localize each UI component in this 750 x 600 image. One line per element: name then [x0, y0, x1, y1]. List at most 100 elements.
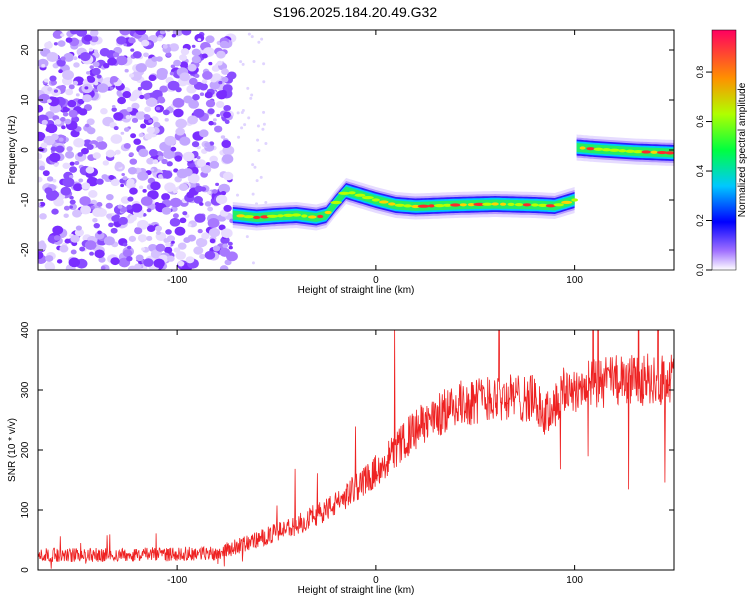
noise-blob	[51, 208, 59, 215]
noise-blob	[65, 151, 75, 159]
noise-blob	[194, 185, 203, 193]
noise-blob	[156, 56, 163, 62]
noise-blob	[166, 161, 173, 167]
noise-blob	[96, 74, 102, 79]
noise-blob	[90, 205, 95, 210]
noise-blob	[207, 206, 214, 212]
y-tick-label: 10	[20, 94, 31, 106]
y-tick-label: 400	[20, 321, 31, 338]
colorbar-tick-label: 0.6	[695, 115, 705, 128]
noise-blob	[220, 228, 233, 239]
noise-blob	[53, 42, 58, 46]
noise-blob	[161, 158, 168, 165]
noise-blob	[179, 54, 187, 61]
noise-blob	[226, 251, 238, 262]
noise-speck	[251, 192, 255, 196]
noise-blob	[162, 109, 170, 116]
noise-blob	[143, 52, 149, 58]
noise-blob	[145, 97, 158, 108]
noise-blob	[75, 93, 80, 97]
noise-blob	[93, 81, 99, 86]
noise-blob	[62, 107, 67, 112]
noise-blob	[142, 189, 147, 193]
noise-blob	[111, 107, 117, 112]
noise-blob	[165, 242, 171, 248]
noise-blob	[93, 222, 100, 229]
noise-blob	[148, 149, 158, 157]
noise-blob	[216, 60, 223, 66]
noise-blob	[88, 190, 98, 198]
signal-hotspot	[625, 149, 636, 153]
noise-blob	[39, 165, 45, 171]
signal-hotspot	[608, 148, 621, 152]
noise-blob	[127, 166, 137, 175]
noise-blob	[180, 48, 190, 56]
noise-blob	[174, 155, 183, 162]
noise-blob	[57, 40, 66, 47]
signal-hotspot	[650, 150, 658, 154]
noise-blob	[43, 78, 49, 83]
noise-speck	[256, 138, 260, 142]
noise-blob	[74, 160, 80, 166]
noise-blob	[67, 99, 77, 108]
noise-blob	[39, 201, 46, 207]
noise-blob	[162, 44, 168, 49]
noise-blob	[62, 162, 71, 169]
noise-blob	[129, 215, 137, 222]
noise-speck	[257, 40, 261, 44]
noise-blob	[140, 196, 153, 207]
signal-hotspot	[657, 150, 668, 155]
noise-blob	[227, 71, 237, 80]
noise-blob	[70, 249, 77, 255]
noise-blob	[56, 259, 63, 264]
signal-hotspot	[348, 191, 356, 195]
noise-blob	[47, 96, 60, 107]
noise-speck	[247, 116, 251, 120]
noise-blob	[121, 173, 125, 177]
y-tick-label: 100	[20, 501, 31, 518]
noise-blob	[131, 102, 140, 110]
signal-hotspot	[277, 214, 284, 218]
signal-hotspot	[388, 202, 396, 206]
noise-blob	[122, 249, 133, 258]
noise-blob	[45, 255, 54, 262]
colorbar-ticks: 0.0 0.2 0.4 0.6 0.8	[695, 66, 712, 276]
noise-blob	[158, 174, 164, 179]
noise-blob	[128, 37, 136, 44]
signal-hotspot	[507, 202, 515, 206]
noise-blob	[69, 166, 78, 173]
noise-blob	[167, 255, 175, 262]
noise-blob	[138, 148, 149, 158]
noise-blob	[191, 141, 200, 148]
noise-blob	[187, 115, 199, 125]
noise-blob	[223, 204, 232, 212]
noise-blob	[60, 186, 72, 196]
noise-blob	[54, 118, 62, 125]
noise-blob	[144, 133, 153, 140]
noise-blob	[211, 65, 220, 72]
noise-blob	[111, 215, 120, 222]
noise-blob	[223, 104, 231, 112]
x-tick-label: -100	[167, 575, 187, 586]
noise-speck	[262, 80, 266, 84]
y-tick-label: 200	[20, 441, 31, 458]
signal-hotspot	[571, 198, 579, 202]
noise-blob	[53, 89, 58, 93]
noise-blob	[126, 245, 132, 250]
noise-blob	[103, 236, 115, 246]
noise-blob	[173, 247, 181, 253]
noise-blob	[153, 121, 161, 128]
noise-speck	[250, 35, 254, 39]
noise-blob	[172, 189, 178, 194]
signal-hotspot	[442, 203, 453, 207]
noise-blob	[92, 207, 104, 217]
noise-blob	[169, 217, 181, 227]
y-tick-label: 300	[20, 381, 31, 398]
noise-blob	[164, 118, 169, 122]
noise-speck	[241, 108, 245, 112]
noise-blob	[38, 104, 44, 113]
noise-blob	[62, 70, 74, 80]
noise-blob	[126, 256, 133, 262]
noise-blob	[47, 87, 53, 92]
signal-hotspot	[545, 204, 556, 208]
